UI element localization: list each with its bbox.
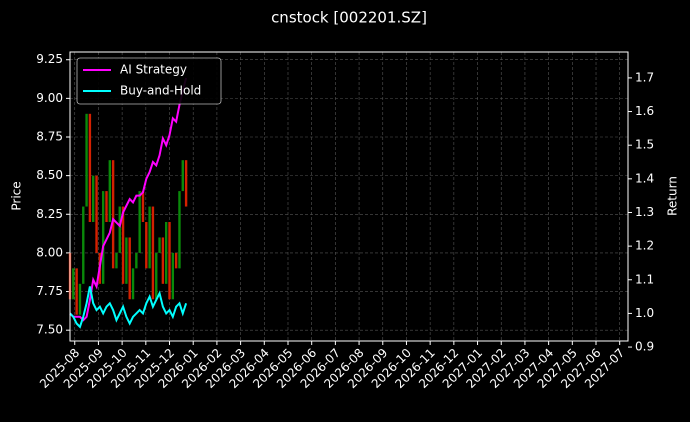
candle xyxy=(111,160,115,269)
candle xyxy=(161,237,165,284)
candle xyxy=(72,268,75,300)
candle xyxy=(95,175,98,253)
candle xyxy=(88,113,92,222)
candle xyxy=(138,191,141,253)
line-series xyxy=(69,286,188,329)
candle xyxy=(164,222,168,284)
candle xyxy=(184,160,188,207)
y2-tick-label: 1.4 xyxy=(635,171,654,185)
y-tick-label: 9.00 xyxy=(36,91,63,105)
y-tick-label: 8.25 xyxy=(36,207,63,221)
candle xyxy=(155,252,158,300)
candle xyxy=(105,191,108,222)
candle xyxy=(125,237,128,284)
y-tick-label: 8.00 xyxy=(36,245,63,259)
candle xyxy=(101,191,105,284)
y-tick-label: 7.75 xyxy=(36,284,63,298)
y2-tick-label: 1.6 xyxy=(635,104,654,118)
y2-axis-label: Return xyxy=(666,176,680,216)
candle xyxy=(145,222,148,269)
y2-tick-label: 1.7 xyxy=(635,70,654,84)
candle xyxy=(158,237,161,253)
candle xyxy=(131,268,135,300)
y2-tick-label: 1.3 xyxy=(635,205,654,219)
candle xyxy=(171,252,175,300)
candle xyxy=(178,191,181,269)
y2-tick-label: 0.9 xyxy=(635,340,654,354)
y2-tick-label: 1.1 xyxy=(635,272,654,286)
candle xyxy=(181,160,184,192)
candle xyxy=(121,206,125,284)
candle xyxy=(92,175,95,222)
line-series xyxy=(69,77,188,322)
y-tick-label: 8.75 xyxy=(36,130,63,144)
candle xyxy=(115,252,118,269)
chart-title: cnstock [002201.SZ] xyxy=(271,9,427,27)
candle xyxy=(108,160,112,222)
y-axis-label: Price xyxy=(10,181,24,210)
candle xyxy=(85,113,88,207)
candle xyxy=(118,206,121,253)
candle xyxy=(75,268,78,315)
candle xyxy=(148,206,151,269)
candle xyxy=(141,191,145,222)
y2-tick-label: 1.0 xyxy=(635,306,654,320)
legend-label: AI Strategy xyxy=(120,63,187,77)
plot-frame xyxy=(69,51,629,342)
legend-box xyxy=(76,57,222,105)
candle xyxy=(78,283,82,315)
candle xyxy=(135,252,138,269)
candle xyxy=(168,222,171,300)
y2-tick-label: 1.5 xyxy=(635,138,654,152)
y-tick-label: 8.50 xyxy=(36,168,63,182)
candle xyxy=(82,206,85,284)
candle xyxy=(151,206,155,300)
y-tick-label: 9.25 xyxy=(36,52,63,66)
candle xyxy=(174,252,178,269)
y2-tick-label: 1.2 xyxy=(635,239,654,253)
y-tick-label: 7.50 xyxy=(36,323,63,337)
candle xyxy=(128,237,131,300)
legend-label: Buy-and-Hold xyxy=(120,84,201,98)
